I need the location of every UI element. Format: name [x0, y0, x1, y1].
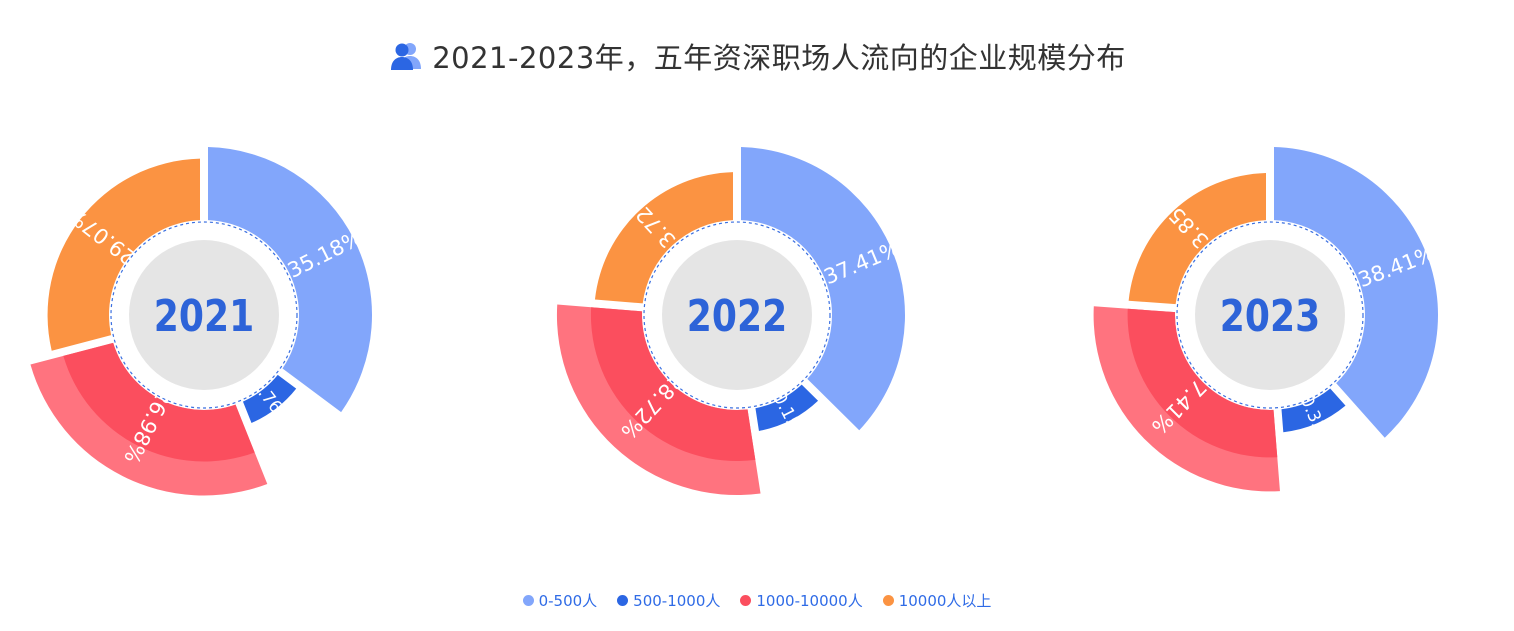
- donut-center: [129, 240, 279, 390]
- donut-slice-3: [590, 307, 756, 462]
- users-icon: [388, 38, 424, 74]
- donut-center-year: 2022: [687, 292, 787, 342]
- donut-chart-2021: 35.18% 8.76% 26.98% 29.07% 2021: [0, 110, 419, 540]
- donut-svg-2022: 37.41%10.15%28.72%23.72%2022: [556, 147, 905, 496]
- donut-center-year: 2023: [1220, 292, 1320, 342]
- legend-item-2[interactable]: 500-1000人: [617, 590, 720, 611]
- legend-label: 1000-10000人: [756, 591, 863, 610]
- legend-label: 10000人以上: [898, 591, 992, 610]
- chart-title: 2021-2023年，五年资深职场人流向的企业规模分布: [432, 41, 1126, 75]
- donut-slice-4: [47, 158, 201, 351]
- donut-slice-4: [594, 172, 734, 304]
- legend-item-3[interactable]: 1000-10000人: [740, 590, 863, 611]
- legend-dot: [522, 594, 534, 606]
- donut-center-year: 2021: [154, 292, 254, 342]
- chart-title-row: 2021-2023年，五年资深职场人流向的企业规模分布: [0, 34, 1514, 78]
- legend-dot: [617, 594, 629, 606]
- legend-item-1[interactable]: 0-500人: [522, 590, 598, 611]
- legend-dot: [740, 594, 752, 606]
- donut-svg-2023: 38.41%10.33%27.41%23.85%2023: [1093, 147, 1438, 492]
- donut-slice-2: [1281, 388, 1346, 433]
- donut-chart-2023: 38.41% 10.33% 27.41% 23.85% 2023: [1065, 110, 1485, 540]
- donut-svg-2021: 35.18%8.76%26.98%29.07%2021: [30, 147, 372, 496]
- donut-center: [1195, 240, 1345, 390]
- donut-slice-2: [755, 384, 819, 431]
- legend-dot: [882, 594, 894, 606]
- donut-slice-4: [1128, 172, 1267, 305]
- donut-slice-1: [207, 147, 372, 413]
- chart-legend: 0-500人 500-1000人 1000-10000人 10000人以上: [0, 588, 1514, 612]
- donut-center: [662, 240, 812, 390]
- donut-slice-3: [63, 342, 255, 462]
- donut-slice-2: [242, 374, 297, 424]
- donut-slice-1: [740, 147, 905, 431]
- legend-label: 0-500人: [538, 591, 598, 610]
- legend-item-4[interactable]: 10000人以上: [882, 590, 992, 611]
- donut-slice-1: [1273, 147, 1438, 438]
- donut-slice-3: [1127, 308, 1278, 458]
- legend-label: 500-1000人: [633, 591, 721, 610]
- donut-chart-2022: 37.41% 10.15% 28.72% 23.72% 2022: [532, 110, 952, 540]
